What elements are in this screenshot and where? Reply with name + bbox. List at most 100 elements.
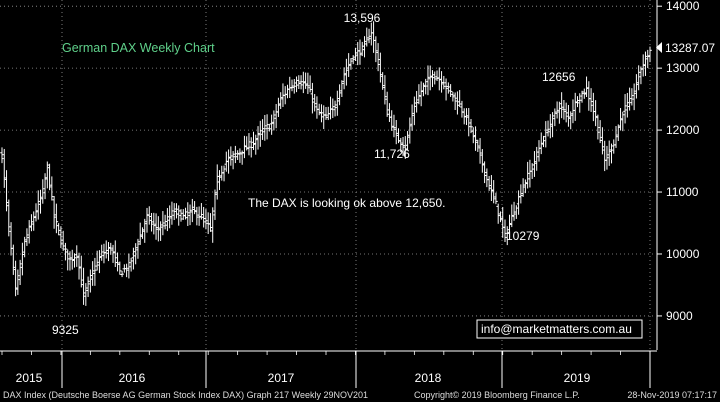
ohlc-bar	[190, 198, 195, 223]
ohlc-bar	[247, 133, 251, 156]
ohlc-bar	[324, 107, 328, 120]
ohlc-bar	[621, 111, 625, 132]
ohlc-bar	[383, 75, 387, 105]
ohlc-bar	[312, 94, 317, 112]
ohlc-bar	[147, 206, 152, 225]
ohlc-bar	[616, 124, 621, 142]
last-price-tag: 13287.07	[656, 40, 720, 55]
y-tick-label: 10000	[666, 247, 700, 261]
ohlc-bar	[328, 96, 333, 120]
ohlc-bar	[299, 75, 303, 90]
ohlc-bar	[183, 207, 188, 220]
ohlc-bar	[539, 132, 544, 155]
x-year-label: 2015	[16, 371, 43, 385]
ohlc-bar	[118, 261, 122, 275]
y-tick-label: 12000	[666, 123, 700, 137]
ohlc-bar	[351, 55, 355, 65]
ohlc-bar	[74, 245, 79, 267]
ohlc-bar	[426, 65, 430, 96]
ohlc-bar	[607, 140, 612, 166]
ohlc-bar	[260, 119, 265, 140]
ohlc-bar	[471, 127, 476, 144]
ohlc-bar	[593, 100, 598, 127]
ohlc-bar	[605, 145, 609, 170]
ohlc-bar	[176, 205, 181, 226]
ohlc-bar	[258, 120, 263, 147]
y-tick-label: 11000	[666, 185, 699, 199]
ohlc-bar	[353, 47, 358, 62]
ohlc-bar	[509, 204, 514, 228]
ohlc-bar	[451, 91, 455, 102]
ohlc-bar	[131, 247, 136, 270]
ohlc-bar	[65, 249, 70, 271]
ohlc-bar	[167, 205, 172, 229]
ohlc-bar	[491, 180, 496, 204]
ohlc-bar	[480, 149, 485, 173]
ohlc-bar	[104, 240, 109, 259]
ohlc-bar	[435, 70, 439, 82]
ohlc-bar	[222, 165, 226, 182]
ohlc-bar	[514, 205, 519, 219]
ohlc-bar	[108, 242, 113, 255]
dax-weekly-chart: 9000 10000 11000 12000 13000 14000 2015 2016 201…	[0, 0, 720, 388]
ohlc-bar	[364, 27, 369, 47]
ohlc-bar	[235, 150, 240, 161]
ohlc-bar	[158, 221, 163, 241]
ohlc-bar	[412, 96, 417, 126]
ohlc-bar	[292, 78, 297, 94]
ohlc-bar	[398, 137, 403, 153]
ohlc-bar	[113, 240, 118, 268]
ohlc-bar	[124, 263, 129, 278]
ohlc-bar	[548, 114, 553, 139]
ohlc-bar	[188, 204, 192, 226]
email-box[interactable]: info@marketmatters.com.au	[476, 319, 643, 339]
ohlc-bar	[138, 222, 143, 245]
ohlc-bar	[70, 249, 75, 270]
ohlc-bar	[301, 71, 306, 94]
ohlc-bar	[77, 252, 81, 280]
ohlc-bar	[256, 126, 260, 150]
ohlc-bar	[630, 88, 634, 106]
ohlc-bar	[575, 96, 580, 108]
ohlc-bar	[476, 139, 480, 152]
ohlc-bar	[482, 161, 487, 184]
ohlc-bar	[358, 39, 362, 65]
ohlc-bar	[40, 179, 45, 204]
ohlc-bar	[405, 131, 410, 151]
footer-index-info: DAX Index (Deutsche Boerse AG German Sto…	[3, 390, 369, 400]
ohlc-bar	[90, 261, 95, 286]
price-annotation: 12656	[542, 70, 576, 84]
ohlc-bar	[133, 243, 138, 265]
ohlc-bar	[349, 58, 353, 70]
ohlc-bar	[580, 90, 584, 103]
email-link[interactable]: info@marketmatters.com.au	[481, 322, 632, 336]
ohlc-bar	[410, 104, 414, 131]
ohlc-bar	[512, 201, 516, 221]
ohlc-bar	[430, 70, 435, 88]
ohlc-bar	[18, 259, 22, 286]
ohlc-bar	[149, 212, 154, 232]
chart-note: The DAX is looking ok above 12,650.	[248, 196, 445, 210]
ohlc-bar	[494, 192, 498, 205]
ohlc-bar	[464, 108, 469, 126]
ohlc-bar	[487, 176, 491, 191]
ohlc-bar	[88, 269, 93, 293]
ohlc-bar	[226, 149, 231, 174]
ohlc-bar	[566, 104, 571, 127]
ohlc-bar	[192, 201, 197, 215]
ohlc-bar	[317, 103, 322, 116]
ohlc-bar	[267, 123, 272, 132]
ohlc-bar	[421, 82, 426, 97]
ohlc-bar	[127, 253, 131, 279]
ohlc-bar	[507, 214, 512, 238]
last-price-label: 13287.07	[665, 41, 715, 55]
ohlc-bar	[16, 269, 20, 295]
ohlc-bar	[106, 242, 111, 262]
x-year-label: 2018	[415, 371, 442, 385]
ohlc-bar	[394, 120, 399, 145]
x-year-label: 2016	[119, 371, 146, 385]
ohlc-bar	[636, 65, 641, 91]
ohlc-bar	[503, 219, 507, 243]
ohlc-bar	[201, 206, 206, 228]
